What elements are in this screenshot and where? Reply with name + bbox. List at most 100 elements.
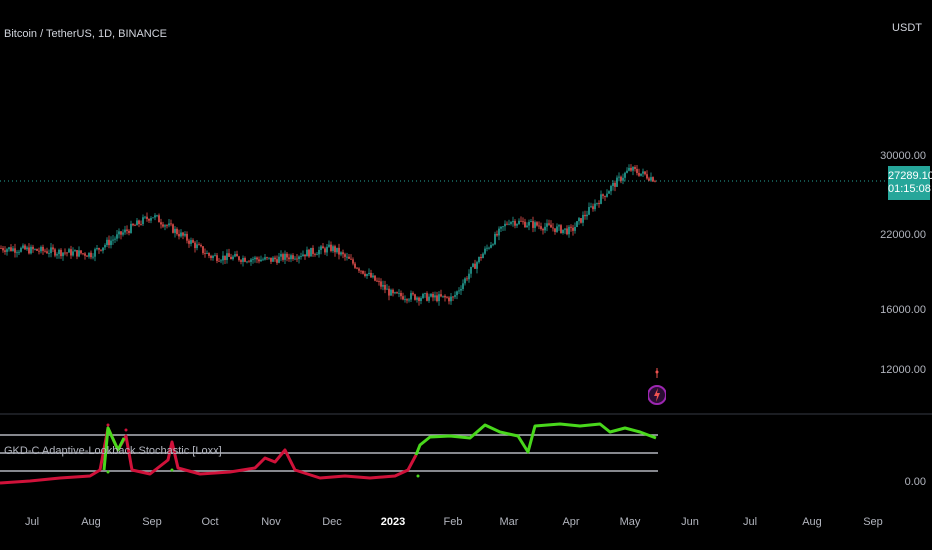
candle-body [274,257,276,260]
candle-body [304,254,306,257]
candle-body [472,263,474,267]
candle-body [146,216,148,219]
candle-body [508,223,510,225]
candle-body [488,247,490,249]
candle-body [608,191,610,194]
candle-body [610,186,612,192]
candle-body [512,221,514,223]
candle-body [394,292,396,294]
candle-body [416,297,418,300]
candle-body [468,273,470,280]
candle-body [542,228,544,231]
candle-body [178,234,180,237]
candle-body [192,240,194,243]
candle-body [598,203,600,204]
candle-body [556,226,558,232]
candle-body [448,297,450,302]
oscillator-line [414,422,657,456]
candle-body [62,252,64,257]
candle-body [54,249,56,256]
candle-body [316,254,318,256]
candle-body [370,272,372,278]
candle-body [284,253,286,260]
candle-body [348,256,350,259]
candle-body [510,222,512,224]
candle-body [40,246,42,252]
candle-body [120,231,122,235]
candle-body [276,259,278,263]
price-label-22000: 22000.00 [880,229,926,241]
candle-body [224,255,226,261]
candle-body [440,294,442,297]
candle-body [330,244,332,251]
candle-body [72,251,74,256]
candle-body [278,256,280,263]
candle-body [388,288,390,296]
candle-body [446,297,448,299]
candle-body [436,295,438,302]
candle-body [442,295,444,297]
candle-body [134,225,136,227]
signal-marker [416,474,420,478]
lightning-alert-icon[interactable] [648,368,666,406]
candle-body [432,293,434,298]
current-price-badge[interactable]: 27289.10 01:15:08 [888,166,932,200]
candle-body [132,223,134,226]
price-label-30000: 30000.00 [880,150,926,162]
candle-body [228,253,230,257]
candle-body [88,252,90,257]
candle-body [576,221,578,227]
symbol-title[interactable]: Bitcoin / TetherUS, 1D, BINANCE [4,28,168,40]
candle-body [372,275,374,278]
candle-body [80,250,82,254]
candle-body [350,258,352,260]
candle-body [4,250,6,252]
candle-body [650,177,652,181]
candle-body [320,246,322,250]
candle-body [470,266,472,274]
candle-body [242,258,244,262]
candle-body [522,221,524,223]
candle-body [420,298,422,302]
time-label-may: May [619,516,641,528]
candle-body [422,293,424,299]
candle-body [74,250,76,252]
candle-body [526,225,528,228]
candle-body [238,256,240,261]
candle-body [592,206,594,210]
candle-body [190,240,192,244]
candle-body [454,295,456,297]
candle-body [268,257,270,259]
candle-body [38,250,40,252]
candle-body [572,227,574,231]
candle-body [414,294,416,300]
candle-body [236,254,238,257]
candle-body [210,255,212,258]
candle-body [356,267,358,269]
candle-body [18,251,20,253]
candle-body [494,233,496,245]
candle-body [456,291,458,296]
indicator-title[interactable]: GKD-C Adaptive-Lookback Stochastic [Loxx… [4,445,222,457]
currency-label[interactable]: USDT [892,22,922,34]
candle-body [44,250,46,252]
candle-body [438,294,440,302]
candle-body [358,268,360,271]
candle-body [640,173,642,176]
candle-body [24,245,26,250]
candle-body [144,216,146,218]
candle-body [354,263,356,268]
candle-body [586,214,588,217]
candle-body [102,247,104,251]
candle-body [154,215,156,218]
candle-body [100,249,102,251]
candle-body [364,273,366,276]
candle-body [326,246,328,253]
candle-body [122,232,124,235]
candle-body [636,168,638,174]
candle-body [20,247,22,252]
candle-body [424,293,426,294]
time-label-jun: Jun [681,516,699,528]
